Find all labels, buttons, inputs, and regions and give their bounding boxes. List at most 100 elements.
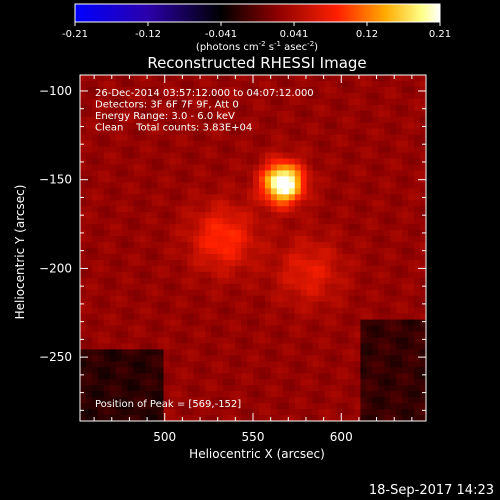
heatmap-cell xyxy=(235,397,242,404)
heatmap-cell xyxy=(145,343,153,351)
heatmap-cell xyxy=(253,325,260,333)
heatmap-cell xyxy=(97,385,105,392)
heatmap-cell xyxy=(199,86,206,94)
heatmap-cell xyxy=(121,242,129,249)
heatmap-cell xyxy=(139,379,147,386)
heatmap-cell xyxy=(187,212,194,219)
heatmap-cell xyxy=(330,86,338,94)
heatmap-cell xyxy=(229,134,236,142)
heatmap-cell xyxy=(270,373,278,380)
heatmap-cell xyxy=(175,200,183,207)
heatmap-cell xyxy=(151,283,159,291)
heatmap-cell xyxy=(235,271,242,279)
heatmap-cell xyxy=(80,206,87,213)
heatmap-cell xyxy=(145,110,153,118)
heatmap-cell xyxy=(235,349,242,356)
heatmap-cell xyxy=(199,188,206,195)
heatmap-cell xyxy=(318,206,326,213)
heatmap-cell xyxy=(282,409,290,416)
heatmap-cell xyxy=(133,170,141,178)
heatmap-cell xyxy=(115,397,123,404)
heatmap-cell xyxy=(270,253,278,261)
heatmap-cell xyxy=(306,277,314,285)
heatmap-cell xyxy=(312,271,320,279)
heatmap-cell xyxy=(109,397,117,404)
heatmap-cell xyxy=(366,182,373,189)
heatmap-cell xyxy=(336,200,344,207)
heatmap-cell xyxy=(402,307,409,315)
heatmap-cell xyxy=(133,134,141,142)
heatmap-cell xyxy=(414,128,421,136)
heatmap-cell xyxy=(80,182,87,189)
heatmap-cell xyxy=(109,253,117,261)
heatmap-cell xyxy=(241,98,248,106)
heatmap-cell xyxy=(396,313,403,321)
heatmap-cell xyxy=(276,194,284,201)
heatmap-cell xyxy=(372,194,379,201)
heatmap-cell xyxy=(80,128,87,136)
heatmap-cell xyxy=(163,92,171,100)
heatmap-cell xyxy=(384,301,391,309)
heatmap-cell xyxy=(139,283,147,291)
heatmap-cell xyxy=(91,361,99,368)
heatmap-cell xyxy=(91,128,99,136)
heatmap-cell xyxy=(282,259,290,267)
heatmap-cell xyxy=(414,301,421,309)
heatmap-cell xyxy=(127,289,135,297)
heatmap-cell xyxy=(211,80,218,88)
heatmap-cell xyxy=(121,248,129,255)
heatmap-cell xyxy=(253,343,260,351)
heatmap-cell xyxy=(193,236,200,243)
heatmap-cell xyxy=(330,385,338,392)
heatmap-cell xyxy=(85,373,93,380)
heatmap-cell xyxy=(300,218,308,225)
heatmap-cell xyxy=(318,236,326,243)
heatmap-cell xyxy=(384,236,391,243)
heatmap-cell xyxy=(336,122,344,130)
heatmap-cell xyxy=(396,289,403,297)
heatmap-cell xyxy=(157,170,165,178)
heatmap-cell xyxy=(97,313,105,321)
heatmap-cell xyxy=(241,188,248,195)
heatmap-cell xyxy=(211,224,218,231)
heatmap-cell xyxy=(187,116,194,124)
heatmap-cell xyxy=(85,212,93,219)
heatmap-cell xyxy=(247,182,254,189)
heatmap-cell xyxy=(145,295,153,303)
heatmap-cell xyxy=(139,158,147,166)
heatmap-cell xyxy=(163,253,171,261)
heatmap-cell xyxy=(324,391,332,398)
heatmap-cell xyxy=(91,367,99,374)
heatmap-cell xyxy=(408,355,415,362)
heatmap-cell xyxy=(169,265,177,273)
heatmap-cell xyxy=(396,307,403,315)
heatmap-cell xyxy=(247,277,254,285)
heatmap-cell xyxy=(187,367,194,374)
heatmap-cell xyxy=(330,75,338,82)
heatmap-cell xyxy=(193,397,200,404)
heatmap-cell xyxy=(258,379,266,386)
heatmap-cell xyxy=(217,86,224,94)
heatmap-cell xyxy=(163,289,171,297)
heatmap-cell xyxy=(235,307,242,315)
heatmap-cell xyxy=(330,397,338,404)
heatmap-cell xyxy=(318,277,326,285)
heatmap-cell xyxy=(133,86,141,94)
info-line: Clean Total counts: 3.83E+04 xyxy=(95,123,252,134)
heatmap-cell xyxy=(193,367,200,374)
heatmap-cell xyxy=(193,86,200,94)
heatmap-cell xyxy=(354,397,361,404)
heatmap-cell xyxy=(360,271,367,279)
heatmap-cell xyxy=(235,206,242,213)
heatmap-cell xyxy=(223,265,230,273)
heatmap-cell xyxy=(187,98,194,106)
heatmap-cell xyxy=(187,86,194,94)
heatmap-cell xyxy=(294,415,302,421)
heatmap-cell xyxy=(264,200,272,207)
heatmap-cell xyxy=(288,194,296,201)
heatmap-cell xyxy=(109,379,117,386)
heatmap-cell xyxy=(229,259,236,267)
heatmap-cell xyxy=(253,200,260,207)
heatmap-cell xyxy=(318,307,326,315)
heatmap-cell xyxy=(133,122,141,130)
